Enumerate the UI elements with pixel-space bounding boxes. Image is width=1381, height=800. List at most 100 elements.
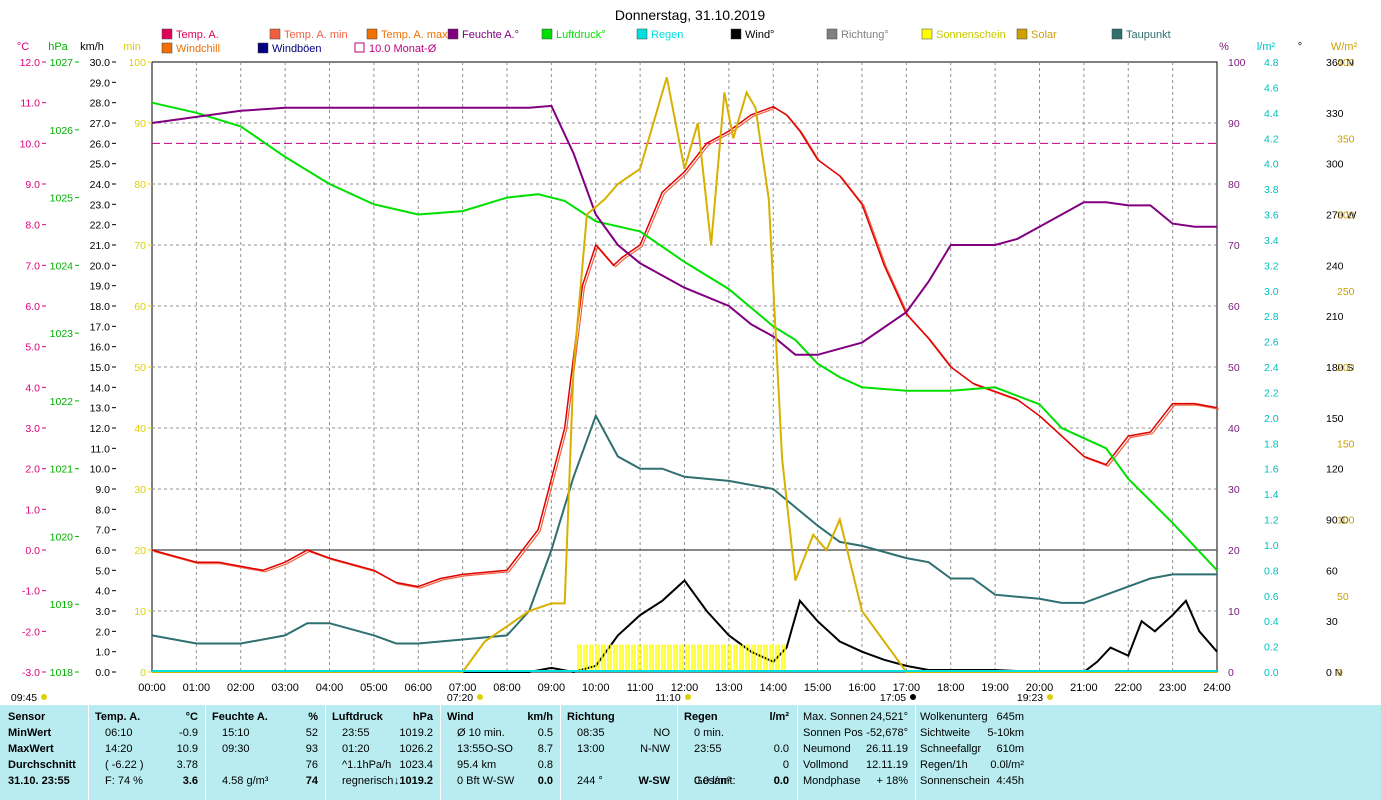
astro-label: Neumond xyxy=(803,743,851,755)
x-tick-label: 16:00 xyxy=(848,682,876,694)
temp-value: -0.9 xyxy=(179,727,198,739)
axis-headers: °C hPa km/h min% l/m² ° W/m² xyxy=(17,41,1358,53)
y-tick-label-humidity: 90 xyxy=(1228,118,1240,130)
misc-label: Schneefallgr xyxy=(920,743,982,755)
x-tick-label: 15:00 xyxy=(804,682,832,694)
temp-time: 06:10 xyxy=(105,727,133,739)
astro-value: 24,521° xyxy=(869,711,908,723)
x-tick-label: 13:00 xyxy=(715,682,743,694)
y-tick-label-wind: 0.0 xyxy=(95,667,110,679)
y-tick-label-direction: 90 O xyxy=(1326,515,1349,527)
y-tick-label-rain: 1.6 xyxy=(1264,464,1279,476)
astro-label: Sonnen Pos xyxy=(803,727,863,739)
y-tick-label-wind: 9.0 xyxy=(95,484,110,496)
sun-icon xyxy=(1047,694,1053,700)
y-tick-label-temp: -2.0 xyxy=(22,626,40,638)
pressure-time: 01:20 xyxy=(342,743,370,755)
series-line-taupunkt xyxy=(151,413,1217,645)
y-tick-label-wind: 3.0 xyxy=(95,606,110,618)
y-tick-label-wind: 5.0 xyxy=(95,565,110,577)
y-tick-label-direction: 180 S xyxy=(1326,362,1353,374)
astro-value: 12.11.19 xyxy=(865,759,908,771)
y-tick-label-wind: 6.0 xyxy=(95,545,110,557)
legend-swatch xyxy=(447,28,459,40)
x-tick-label: 11:00 xyxy=(627,682,654,694)
x-tick-label: 20:00 xyxy=(1026,682,1054,694)
x-tick-label: 12:00 xyxy=(671,682,699,694)
y-tick-label-wind: 18.0 xyxy=(90,301,111,313)
y-tick-label-solar: 100 xyxy=(1337,515,1355,527)
y-tick-label-rain: 0.8 xyxy=(1264,565,1279,577)
y-tick-label-pressure: 1023 xyxy=(50,328,74,340)
series-line-feuchte-a- xyxy=(151,104,1217,356)
y-tick-label-rain: 3.0 xyxy=(1264,286,1279,298)
y-tick-label-wind: 21.0 xyxy=(90,240,111,252)
series-line-luftdruck xyxy=(151,101,1218,571)
astro-label: Max. Sonnen xyxy=(803,711,868,723)
y-tick-label-rain: 4.4 xyxy=(1264,108,1279,120)
legend-label: 10.0 Monat-Ø xyxy=(369,43,437,55)
y-tick-label-wind: 20.0 xyxy=(90,260,111,272)
x-tick-label: 10:00 xyxy=(582,682,610,694)
y-tick-label-direction: 30 xyxy=(1326,616,1338,628)
y-tick-label-temp: 8.0 xyxy=(25,220,40,232)
rain-value: 0.0 xyxy=(773,743,789,755)
pressure-time: ^1.1hPa/h xyxy=(342,759,392,771)
y-tick-label-rain: 3.4 xyxy=(1264,235,1279,247)
y-tick-label-pressure: 1018 xyxy=(50,667,74,679)
series-line-temp-min xyxy=(153,107,1220,589)
legend-label: Temp. A. min xyxy=(284,29,348,41)
y-tick-label-temp: 3.0 xyxy=(25,423,40,435)
y-tick-label-pressure: 1024 xyxy=(50,260,74,272)
y-tick-label-temp: 10.0 xyxy=(20,138,41,150)
y-tick-label-temp: 11.0 xyxy=(20,98,40,110)
column-separator xyxy=(677,705,678,800)
y-tick-label-rain: 4.6 xyxy=(1264,82,1279,94)
humidity-value: 93 xyxy=(305,743,318,755)
wind-time: 95.4 km xyxy=(457,759,497,771)
temp-value: 3.78 xyxy=(176,759,198,771)
humidity-time: 15:10 xyxy=(222,727,250,739)
wind-time: Ø 10 min. xyxy=(457,727,505,739)
y-tick-label-wind: 30.0 xyxy=(90,57,111,69)
sun-icon xyxy=(685,694,691,700)
misc-label: Sonnenschein xyxy=(920,775,990,787)
sensor-header: Sensor xyxy=(8,711,46,723)
humidity-header: Feuchte A. xyxy=(212,711,268,723)
series-line-solar xyxy=(152,77,1217,673)
x-tick-label: 06:00 xyxy=(404,682,432,694)
y-tick-label-wind: 16.0 xyxy=(90,342,111,354)
y-tick-label-wind: 11.0 xyxy=(90,443,110,455)
y-tick-label-temp: 4.0 xyxy=(25,382,40,394)
sensor-row-label: 31.10. 23:55 xyxy=(8,775,70,787)
legend-swatch xyxy=(1016,28,1028,40)
temp-unit: °C xyxy=(185,711,198,723)
direction-time: 13:00 xyxy=(577,743,605,755)
wind-unit: km/h xyxy=(527,711,553,723)
y-tick-label-direction: 150 xyxy=(1326,413,1344,425)
y-tick-label-rain: 1.4 xyxy=(1264,489,1279,501)
legend-label: Solar xyxy=(1031,29,1057,41)
y-tick-label-wind: 26.0 xyxy=(90,138,111,150)
y-tick-label-wind: 23.0 xyxy=(90,199,111,211)
y-tick-label-wind: 4.0 xyxy=(95,586,110,598)
y-tick-label-wind: 25.0 xyxy=(90,159,111,171)
y-tick-label-wind: 24.0 xyxy=(90,179,111,191)
y-tick-label-humidity: 70 xyxy=(1228,240,1240,252)
y-tick-label-temp: 6.0 xyxy=(25,301,40,313)
pressure-value: 1019.2 xyxy=(399,727,433,739)
x-tick-label: 05:00 xyxy=(360,682,388,694)
y-tick-label-wind: 14.0 xyxy=(90,382,111,394)
y-tick-label-wind: 1.0 xyxy=(95,647,110,659)
legend-swatch xyxy=(269,28,281,40)
y-tick-label-wind: 19.0 xyxy=(90,281,111,293)
legend-swatch xyxy=(354,42,365,53)
y-tick-label-rain: 4.8 xyxy=(1264,57,1279,69)
column-separator xyxy=(205,705,206,800)
y-tick-label-direction: 330 xyxy=(1326,108,1344,120)
y-tick-label-humidity: 100 xyxy=(1228,57,1246,69)
y-tick-label-temp: -1.0 xyxy=(22,586,40,598)
y-tick-label-pressure: 1027 xyxy=(50,57,74,69)
y-tick-label-sunshine: 50 xyxy=(134,362,146,374)
wind-value: 0.8 xyxy=(537,759,553,771)
